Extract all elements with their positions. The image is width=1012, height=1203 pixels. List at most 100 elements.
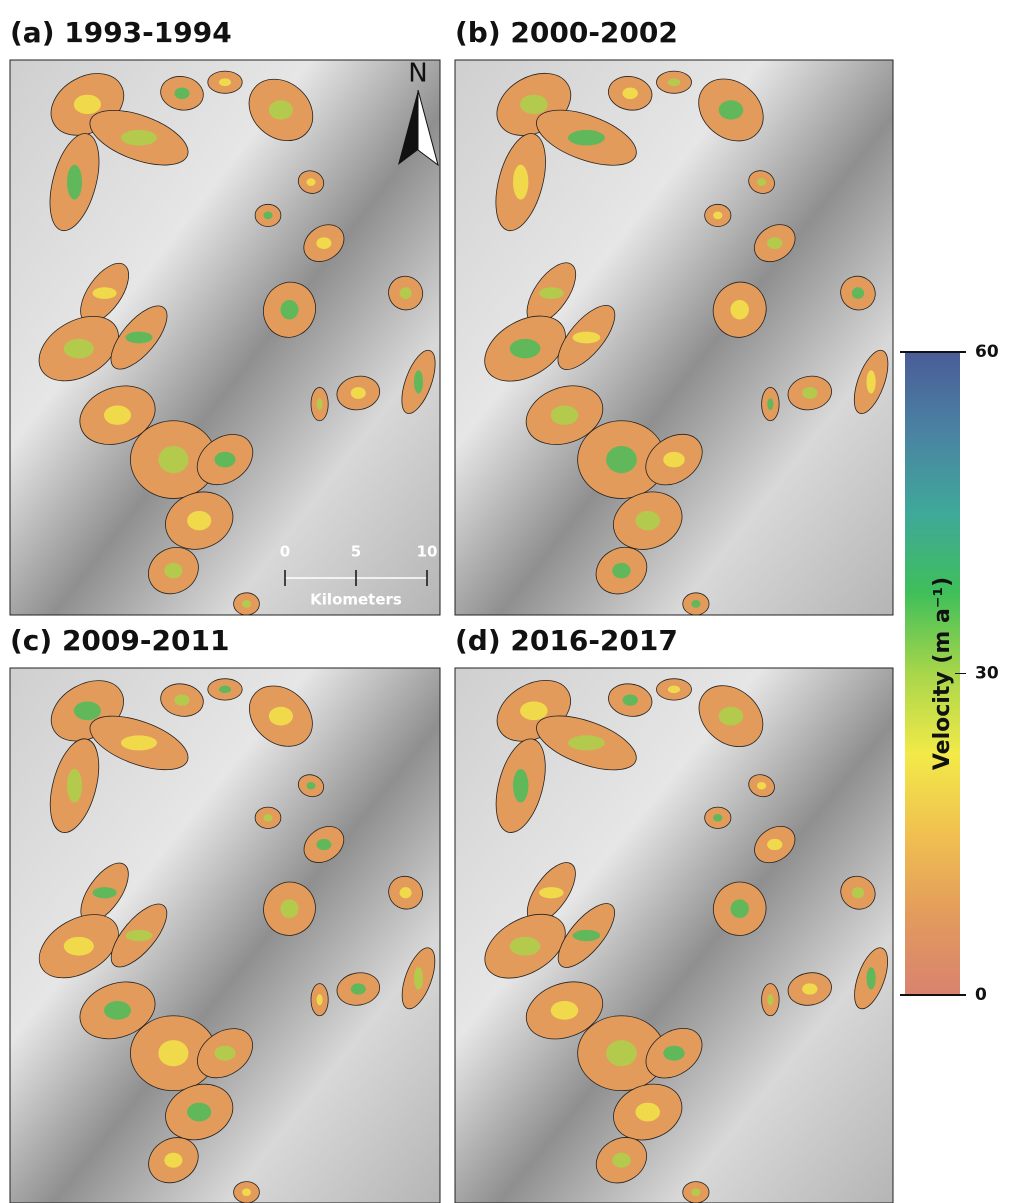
colorbar-tick-label: 30 (975, 664, 999, 684)
glacier-fast (164, 1152, 183, 1168)
glacier-fast (520, 701, 548, 721)
glacier-fast (120, 735, 158, 751)
glacier-fast (550, 1001, 579, 1020)
panel-title: (d) 2016-2017 (455, 624, 678, 657)
glacier-fast (606, 446, 637, 474)
glacier-fast (622, 694, 638, 706)
glacier-fast (73, 701, 101, 721)
map-panel (9, 667, 441, 1203)
glacier-fast (713, 814, 723, 822)
glacier-fast (622, 87, 638, 100)
glacier-fast (509, 936, 541, 956)
glacier-fast (399, 287, 412, 299)
glacier-fast (164, 562, 183, 579)
glacier-fast (174, 694, 190, 706)
glacier-fast (572, 331, 601, 344)
panel-frame (454, 667, 894, 1203)
glaciers (484, 70, 889, 615)
glacier-fast (158, 1040, 189, 1067)
glacier-fast (187, 1102, 212, 1122)
glacier-fast (513, 164, 529, 200)
glacier-fast (316, 398, 323, 410)
panel-title: (b) 2000-2002 (455, 16, 678, 49)
glacier-fast (606, 1040, 637, 1067)
glacier-fast (730, 300, 749, 320)
glacier-fast (174, 87, 190, 100)
glacier-fast (103, 1001, 132, 1020)
scale-unit: Kilometers (310, 591, 402, 609)
glacier-fast (713, 211, 723, 220)
glacier-fast (92, 287, 117, 299)
glacier-fast (718, 706, 744, 726)
glacier-fast (730, 899, 749, 919)
glacier-fast (767, 398, 774, 410)
panel-frame (454, 59, 894, 616)
glacier-fast (316, 237, 332, 249)
glacier-fast (280, 899, 299, 919)
glacier-fast (851, 287, 865, 299)
glacier-fast (851, 887, 865, 899)
glacier-fast (280, 300, 299, 320)
glaciers (38, 678, 436, 1203)
glacier-fast (350, 983, 366, 995)
glacier-fast (866, 967, 876, 990)
glacier-fast (866, 370, 876, 394)
colorbar-label: Velocity (m a⁻¹) (930, 577, 955, 770)
glacier-fast (103, 405, 132, 425)
glaciers (38, 70, 436, 615)
glacier-fast (413, 967, 424, 990)
glacier-fast (350, 387, 366, 399)
glacier-fast (268, 100, 293, 120)
glacier-fast (667, 78, 681, 87)
glacier-fast (241, 600, 252, 608)
glacier-fast (568, 735, 605, 751)
glacier-fast (802, 387, 818, 399)
north-arrow (398, 90, 418, 165)
glacier-fast (316, 838, 332, 851)
glacier-fast (316, 994, 323, 1006)
glacier-fast (73, 94, 101, 115)
colorbar-tick-label: 60 (975, 342, 999, 362)
glacier-fast (413, 370, 424, 394)
map-panel (454, 667, 894, 1203)
glacier-fast (767, 237, 783, 249)
scale-tick-label: 5 (351, 543, 361, 561)
glacier-fast (767, 994, 774, 1006)
glacier-fast (691, 1188, 701, 1197)
glacier-fast (663, 451, 685, 468)
glacier-fast (63, 338, 94, 359)
glacier-fast (757, 781, 767, 790)
glacier-fast (635, 1102, 660, 1122)
glacier-fast (263, 211, 273, 220)
glacier-fast (263, 814, 273, 822)
panel-frame (9, 667, 441, 1203)
glacier-fast (539, 887, 564, 899)
glacier-fast (513, 768, 529, 803)
glacier-fast (120, 129, 158, 146)
glacier-fast (399, 887, 412, 899)
glacier-fast (306, 781, 316, 790)
scale-tick-label: 0 (280, 543, 290, 561)
glacier-fast (802, 983, 818, 995)
glacier-fast (268, 706, 293, 726)
glacier-fast (757, 178, 767, 186)
panel-title: (c) 2009-2011 (10, 624, 229, 657)
glacier-fast (612, 1152, 631, 1168)
colorbar (905, 352, 960, 995)
glacier-fast (718, 100, 744, 120)
glacier-fast (125, 929, 153, 942)
glacier-fast (539, 287, 564, 299)
glacier-fast (306, 178, 316, 186)
glacier-fast (691, 600, 701, 608)
glacier-fast (218, 685, 232, 694)
glacier-fast (663, 1045, 685, 1061)
glacier-fast (612, 562, 631, 579)
glacier-fast (509, 338, 541, 359)
glacier-fast (218, 78, 232, 87)
glacier-fast (241, 1188, 252, 1197)
glaciers (484, 678, 889, 1203)
glacier-fast (92, 887, 117, 899)
glacier-fast (214, 1045, 236, 1061)
glacier-fast (158, 446, 189, 474)
